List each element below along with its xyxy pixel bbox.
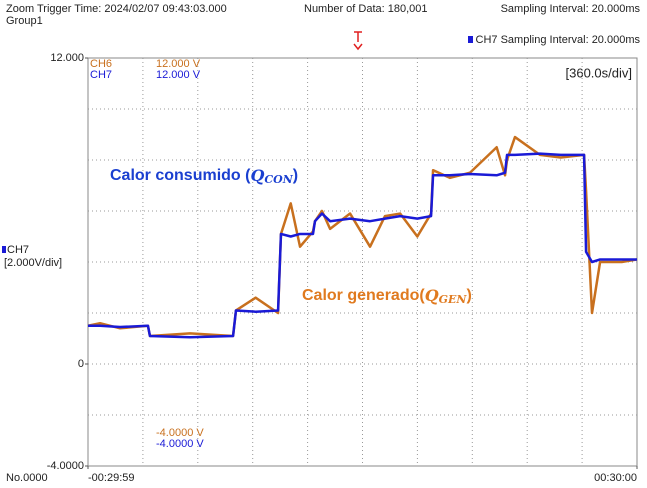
group: Group1 bbox=[6, 15, 43, 27]
annotation-text: Calor consumido ( bbox=[110, 167, 251, 184]
ch7-sampling: CH7 Sampling Interval: 20.000ms bbox=[476, 34, 641, 46]
x-tick-label: -00:29:59 bbox=[88, 472, 134, 484]
trigger-marker bbox=[353, 31, 363, 51]
annotation-subscript: CON bbox=[264, 173, 293, 186]
annotation: Calor consumido (QCON) bbox=[110, 166, 298, 187]
y-channel: CH7 bbox=[7, 244, 29, 256]
annotation-end: ) bbox=[466, 287, 471, 304]
record-number: No.0000 bbox=[6, 472, 48, 484]
legend-bottom: -4.0000 V bbox=[156, 427, 204, 439]
legend-name: CH7 bbox=[90, 69, 112, 81]
x-scale: [360.0s/div] bbox=[566, 65, 633, 80]
y-tick-label: 12.000 bbox=[50, 52, 84, 64]
x-tick-label: 00:30:00 bbox=[594, 472, 637, 484]
legend-top: 12.000 V bbox=[156, 58, 201, 70]
annotation-symbol: Q bbox=[425, 286, 439, 305]
legend-name: CH6 bbox=[90, 58, 112, 70]
legend-top: 12.000 V bbox=[156, 69, 201, 81]
y-channel-marker bbox=[2, 246, 6, 253]
annotation-subscript: GEN bbox=[439, 293, 468, 306]
series-line bbox=[88, 152, 637, 339]
y-scale: [2.000V/div] bbox=[4, 257, 62, 269]
annotation-text: Calor generado( bbox=[302, 287, 425, 304]
annotation: Calor generado(QGEN) bbox=[302, 286, 472, 307]
y-tick-label: -4.0000 bbox=[47, 460, 84, 472]
ch7-marker bbox=[468, 36, 473, 43]
annotation-symbol: Q bbox=[250, 166, 264, 185]
annotation-end: ) bbox=[293, 167, 298, 184]
y-tick-label: 0 bbox=[78, 358, 84, 370]
sampling: Sampling Interval: 20.000ms bbox=[501, 3, 641, 15]
trigger-time: Zoom Trigger Time: 2024/02/07 09:43:03.0… bbox=[6, 3, 227, 15]
data-count: Number of Data: 180,001 bbox=[304, 3, 428, 15]
legend-bottom: -4.0000 V bbox=[156, 438, 204, 450]
